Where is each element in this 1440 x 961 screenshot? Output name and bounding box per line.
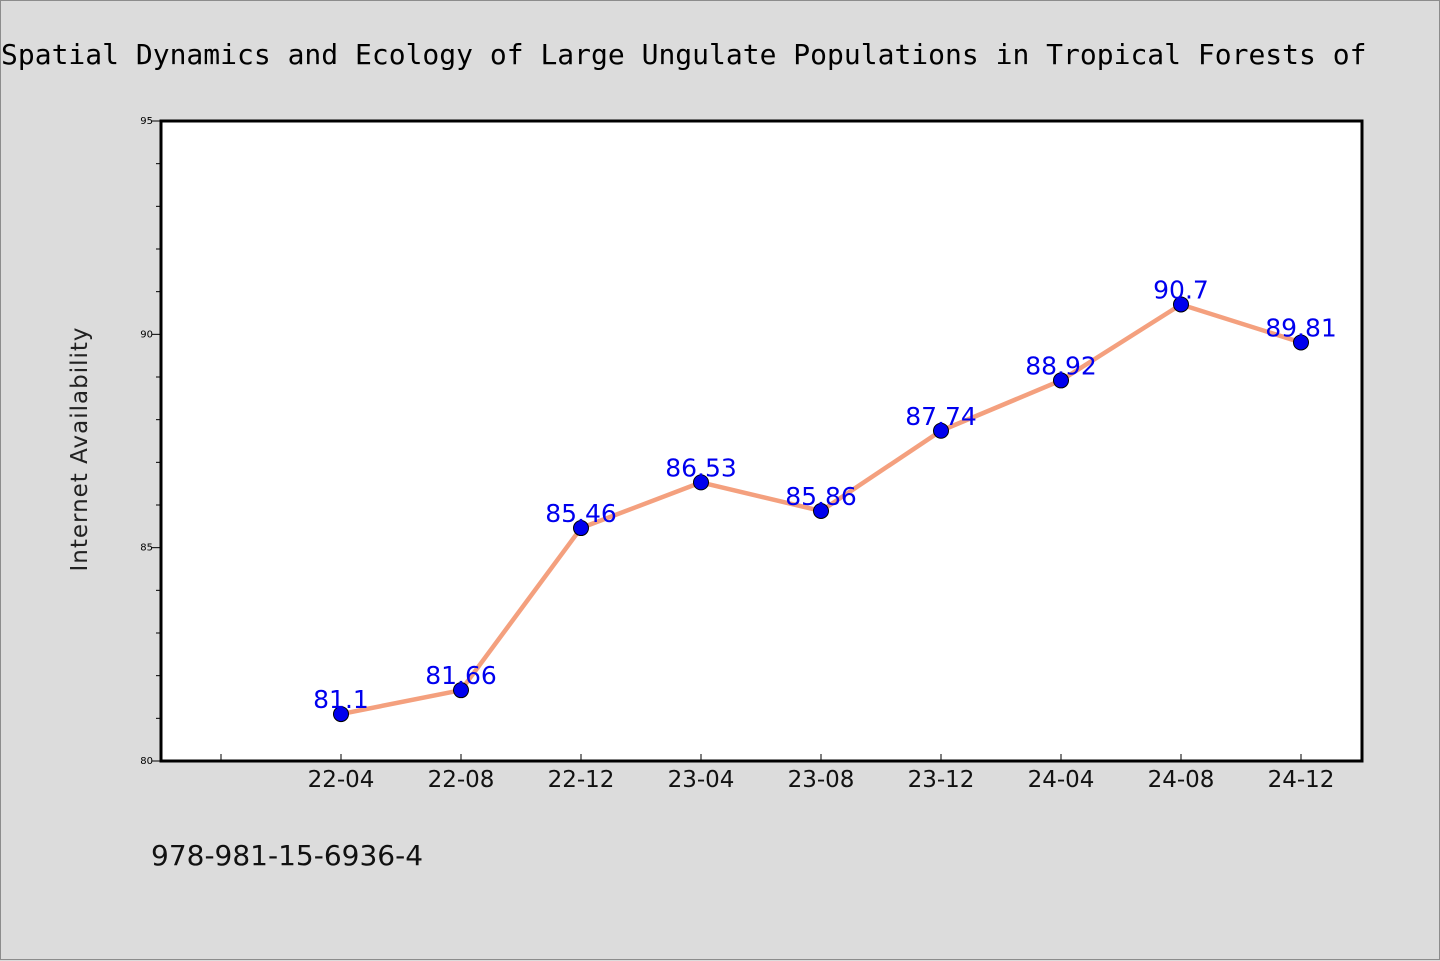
isbn-footer: 978-981-15-6936-4 <box>151 839 423 872</box>
data-point <box>333 706 349 723</box>
series-group: 81.1 81.66 85.46 86.53 85.86 87.74 88.92 90.7 89… <box>313 275 1337 723</box>
data-point <box>453 682 469 699</box>
data-point <box>1053 372 1069 389</box>
data-label: 87.74 <box>905 402 977 431</box>
x-tick-label: 22-12 <box>548 767 615 793</box>
x-tick-label: 24-12 <box>1268 767 1335 793</box>
data-label: 81.66 <box>425 661 497 690</box>
x-tick-label: 22-08 <box>428 767 495 793</box>
data-label: 86.53 <box>665 453 737 482</box>
data-label: 88.92 <box>1025 351 1097 380</box>
plot-area <box>159 119 1364 763</box>
data-label: 89.81 <box>1265 313 1337 342</box>
data-label: 90.7 <box>1153 275 1209 304</box>
x-tick-label: 23-08 <box>788 767 855 793</box>
x-tick-label: 23-04 <box>668 767 735 793</box>
y-tick-label: 90 <box>140 329 153 340</box>
data-label: 85.86 <box>785 482 857 511</box>
data-point <box>573 520 589 537</box>
data-point <box>813 502 829 519</box>
y-tick-label: 80 <box>140 756 153 767</box>
y-tick-label: 95 <box>140 116 153 127</box>
data-label: 81.1 <box>313 685 369 714</box>
chart-title: Spatial Dynamics and Ecology of Large Un… <box>1 38 1366 71</box>
y-tick-label: 85 <box>140 543 153 554</box>
y-axis-label: Internet Availability <box>67 326 93 571</box>
x-tick-label: 24-08 <box>1148 767 1215 793</box>
data-label: 85.46 <box>545 499 617 528</box>
data-point <box>693 474 709 491</box>
data-point <box>933 422 949 439</box>
x-tick-label: 24-04 <box>1028 767 1095 793</box>
x-axis: 22-04 22-08 22-12 23-04 23-08 23-12 24-04 24-08… <box>220 754 1335 793</box>
data-point <box>1173 296 1189 313</box>
data-point <box>1293 334 1309 351</box>
x-tick-label: 22-04 <box>308 767 375 793</box>
x-tick-label: 23-12 <box>908 767 975 793</box>
y-axis: 80 85 90 95 <box>140 116 161 767</box>
